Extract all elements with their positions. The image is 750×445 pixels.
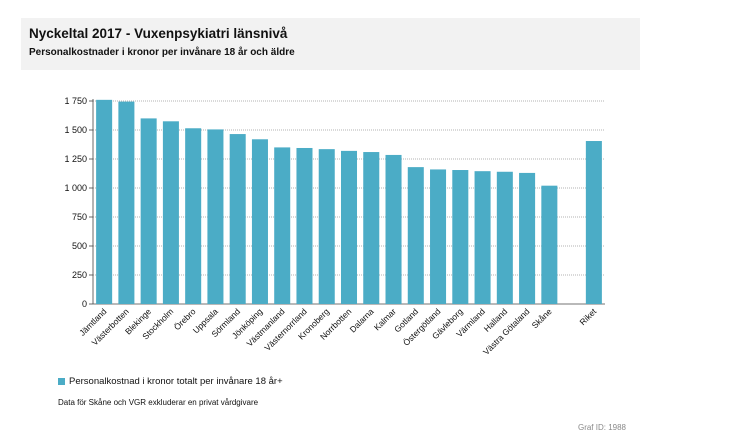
bar (96, 99, 113, 304)
bar (207, 129, 224, 304)
y-tick-label: 0 (82, 299, 87, 309)
bar (385, 154, 402, 304)
bar (363, 152, 380, 304)
bar (185, 128, 202, 304)
bar (118, 101, 135, 304)
bar (496, 171, 513, 304)
bar (519, 172, 536, 304)
bar (585, 141, 602, 304)
bar (474, 171, 491, 304)
bar (407, 167, 424, 304)
legend-label: Personalkostnad i kronor totalt per invå… (69, 376, 283, 387)
x-tick-label: Dalarna (348, 306, 376, 334)
x-tick-label: Skåne (530, 306, 554, 330)
y-tick-label: 1 000 (64, 183, 87, 193)
bar (541, 185, 558, 304)
bar (340, 150, 358, 304)
bar (452, 170, 469, 304)
chart-legend: Personalkostnad i kronor totalt per invå… (58, 376, 283, 387)
bar (162, 121, 179, 304)
bar (296, 147, 313, 304)
graf-id: Graf ID: 1988 (577, 423, 626, 432)
footnote: Data för Skåne och VGR exkluderar en pri… (58, 398, 259, 407)
bar (274, 147, 291, 304)
y-tick-label: 750 (72, 212, 87, 222)
y-tick-label: 500 (72, 241, 87, 251)
bar (140, 118, 157, 305)
x-tick-label: Riket (578, 306, 599, 327)
legend-swatch (58, 378, 65, 385)
chart-header: Nyckeltal 2017 - Vuxenpsykiatri länsnivå… (21, 18, 640, 70)
y-tick-label: 1 500 (64, 125, 87, 135)
bar (229, 134, 246, 304)
bar (251, 139, 268, 304)
y-tick-label: 1 750 (64, 96, 87, 106)
chart-title: Nyckeltal 2017 - Vuxenpsykiatri länsnivå (29, 26, 288, 41)
bar (318, 149, 335, 304)
bar (430, 169, 447, 304)
chart-subtitle: Personalkostnader i kronor per invånare … (29, 47, 295, 58)
y-tick-label: 250 (72, 270, 87, 280)
y-tick-label: 1 250 (64, 154, 87, 164)
